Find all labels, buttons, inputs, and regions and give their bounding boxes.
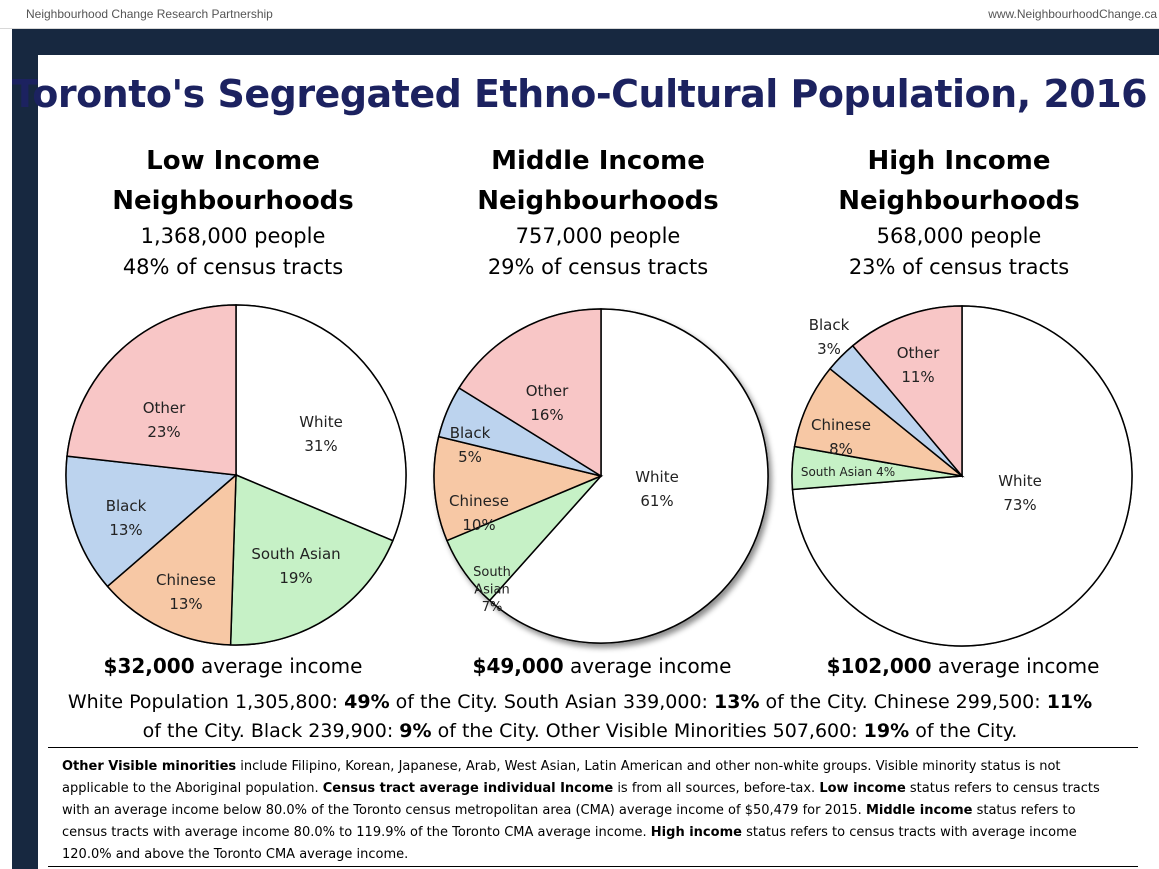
pie-label-white: White 73% (998, 472, 1042, 514)
divider (48, 866, 1138, 867)
pie-label-chinese: Chinese 13% (156, 571, 216, 613)
page-title: Toronto's Segregated Ethno-Cultural Popu… (11, 72, 1148, 116)
pie-label-white: White 31% (299, 413, 343, 455)
summary-text: of the City. Chinese 299,500: (759, 691, 1047, 713)
note-text: status refers to census tracts with aver… (62, 825, 1077, 862)
pie-label-black: Black 5% (450, 424, 491, 466)
summary-text: of the City. Other Visible Minorities 50… (431, 720, 864, 742)
note-text: status refers to census tracts with aver… (62, 803, 1076, 840)
group-people: 757,000 people (515, 224, 681, 248)
note-term: High income (650, 825, 742, 840)
summary-pct: 11% (1046, 691, 1093, 713)
income-amount: $49,000 (472, 654, 564, 678)
income-high: $102,000 average income (778, 654, 1148, 678)
income-low: $32,000 average income (48, 654, 418, 678)
header-right-link[interactable]: www.NeighbourhoodChange.ca (988, 7, 1157, 21)
summary-pct: 19% (863, 720, 910, 742)
pie-0: White 31% South Asian 19% Chinese 13%Black 13%… (65, 304, 407, 646)
group-header-low: Low Income Neighbourhoods 1,368,000 peop… (48, 141, 418, 283)
group-title-line1: Middle Income (491, 146, 705, 176)
divider (48, 747, 1138, 748)
pie-label-south-asian: South Asian 4% (801, 465, 895, 479)
income-amount: $102,000 (826, 654, 932, 678)
note-text: is from all sources, before-tax. (613, 781, 820, 796)
pie-slice-chinese (106, 473, 237, 646)
pie-2: White 73% South Asian 4% Chinese 8% Black 3% Ot… (791, 305, 1133, 647)
pie-label-white: White 61% (635, 468, 679, 510)
group-tracts: 29% of census tracts (487, 255, 709, 279)
note-term: Middle income (865, 803, 973, 818)
pie-slice-chinese (433, 435, 604, 542)
pie-label-chinese: Chinese 8% (811, 416, 871, 458)
group-header-high: High Income Neighbourhoods 568,000 peopl… (774, 141, 1144, 283)
group-people: 568,000 people (876, 224, 1042, 248)
pie-slice-other (851, 305, 963, 479)
note-text: status refers to census tracts with an a… (62, 781, 1100, 818)
group-tracts: 48% of census tracts (122, 255, 344, 279)
pie-label-black: Black 13% (106, 497, 147, 539)
pie-label-south-asian: South Asian 19% (251, 545, 340, 587)
income-label: average income (194, 654, 363, 678)
income-label: average income (563, 654, 732, 678)
pie-slice-white (235, 304, 407, 542)
summary-pct: 13% (714, 691, 760, 713)
summary-text: of the City. Black 239,900: (142, 720, 400, 742)
pie-slice-other (66, 304, 237, 476)
pie-label-chinese: Chinese 10% (449, 492, 509, 534)
summary-pct: 9% (399, 720, 432, 742)
population-summary: White Population 1,305,800: 49% of the C… (60, 688, 1100, 746)
income-middle: $49,000 average income (417, 654, 787, 678)
income-label: average income (931, 654, 1100, 678)
pie-label-south-asian: South Asian 7% (473, 565, 511, 615)
group-title-line1: Low Income (146, 146, 320, 176)
summary-text: of the City. (909, 720, 1018, 742)
header-left-text: Neighbourhood Change Research Partnershi… (26, 7, 273, 21)
group-title-line2: Neighbourhoods (112, 186, 354, 216)
pie-label-other: Other 23% (143, 399, 186, 441)
group-header-middle: Middle Income Neighbourhoods 757,000 peo… (413, 141, 783, 283)
pie-slice-white (488, 308, 769, 644)
summary-text: White Population 1,305,800: (67, 691, 345, 713)
note-term: Low income (819, 781, 906, 796)
pie-1: White 61% South Asian 7% Chinese 10% Black 5% Oth… (433, 308, 769, 644)
group-title-line2: Neighbourhoods (838, 186, 1080, 216)
pie-label-black: Black 3% (809, 316, 850, 358)
group-title-line1: High Income (867, 146, 1051, 176)
group-people: 1,368,000 people (140, 224, 326, 248)
summary-pct: 49% (344, 691, 390, 713)
group-tracts: 23% of census tracts (848, 255, 1070, 279)
top-bar: Neighbourhood Change Research Partnershi… (0, 0, 1159, 29)
pie-label-other: Other 11% (897, 344, 940, 386)
note-term: Other Visible minorities (62, 759, 237, 774)
summary-text: of the City. South Asian 339,000: (389, 691, 715, 713)
pie-label-other: Other 16% (526, 382, 569, 424)
note-term: Census tract average individual Income (322, 781, 614, 796)
group-title-line2: Neighbourhoods (477, 186, 719, 216)
income-amount: $32,000 (103, 654, 195, 678)
pie-slice-black (65, 455, 238, 588)
note-text: include Filipino, Korean, Japanese, Arab… (62, 759, 1061, 796)
footnotes: Other Visible minorities include Filipin… (62, 756, 1122, 866)
pie-slice-south-asian (229, 473, 394, 646)
pie-slice-other (458, 308, 602, 478)
